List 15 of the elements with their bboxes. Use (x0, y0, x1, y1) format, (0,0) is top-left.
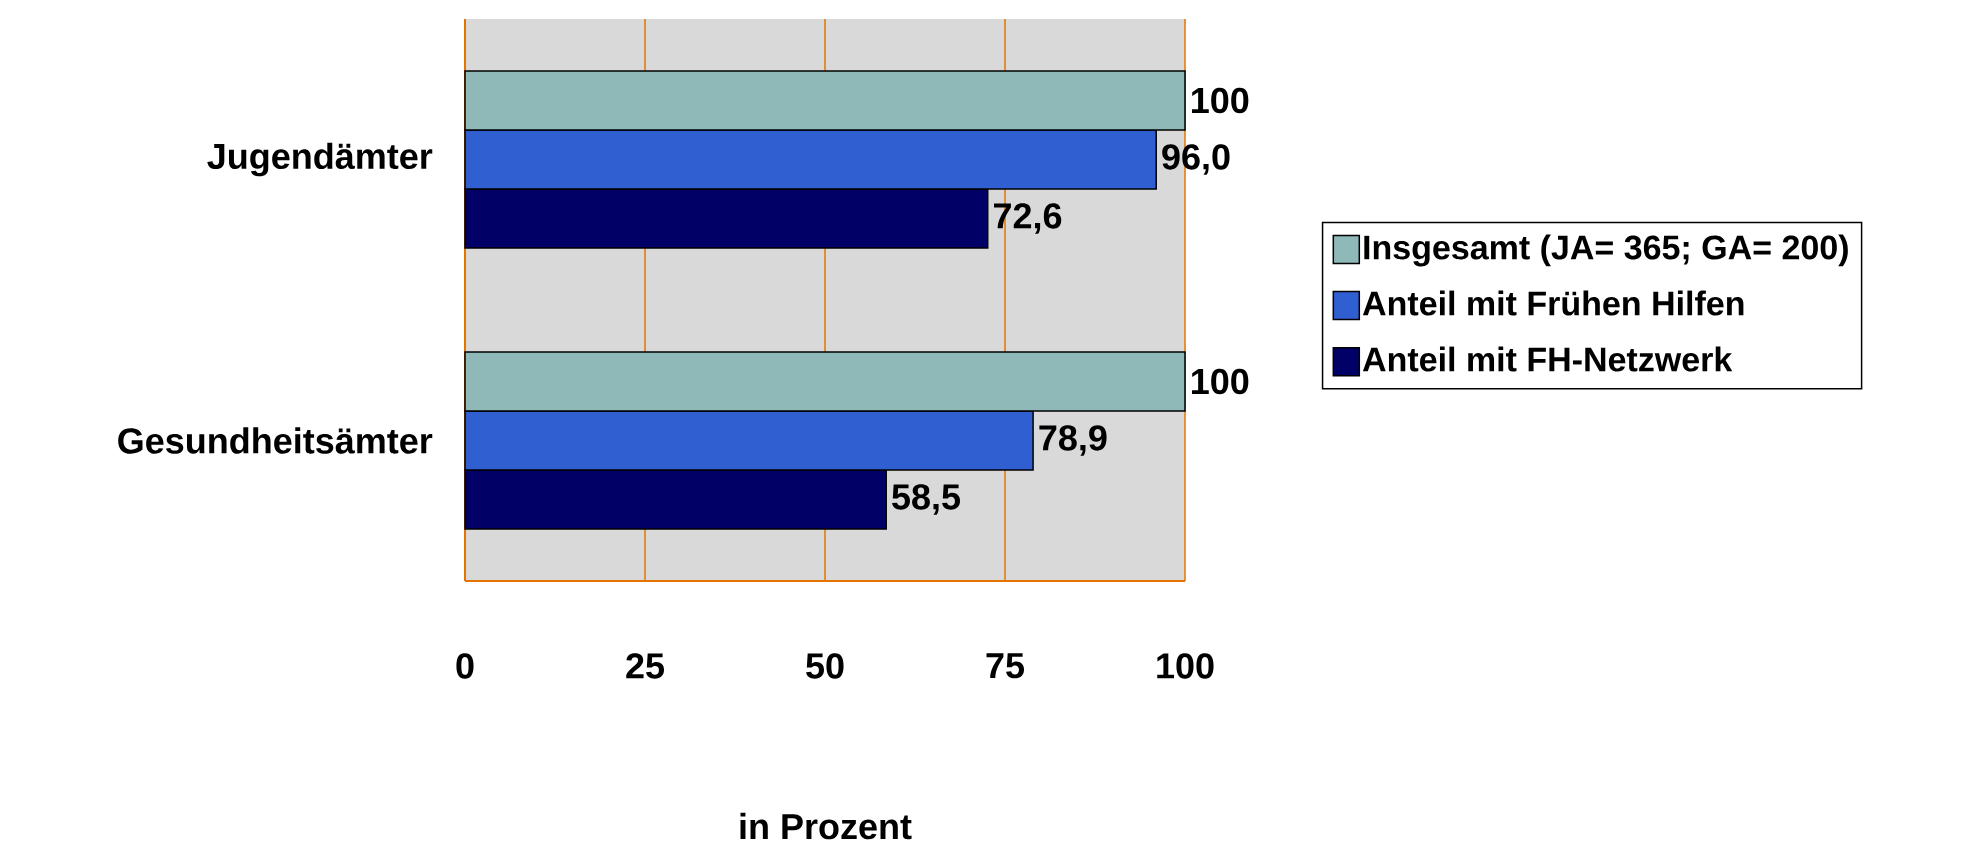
data-label: 58,5 (892, 483, 961, 515)
x-tick-label: 50 (806, 653, 844, 679)
x-axis-title: in Prozent (740, 812, 912, 840)
x-tick-label: 0 (456, 653, 474, 679)
data-label: 100 (1192, 87, 1249, 114)
legend-label: Anteil mit FH-Netzwerk (1362, 346, 1733, 372)
data-label: 100 (1192, 368, 1249, 395)
data-label: 78,9 (1039, 424, 1107, 456)
legend-label: Insgesamt (JA= 365; GA= 200) (1364, 234, 1848, 267)
y-tick-label: Gesundheitsämter (118, 427, 433, 454)
x-tick-label: 75 (986, 653, 1025, 679)
y-tick-label: Jugendämter (207, 142, 433, 177)
x-tick-label: 25 (626, 653, 665, 679)
legend-label: Anteil mit Frühen Hilfen (1362, 290, 1744, 316)
x-tick-label: 100 (1157, 653, 1214, 679)
